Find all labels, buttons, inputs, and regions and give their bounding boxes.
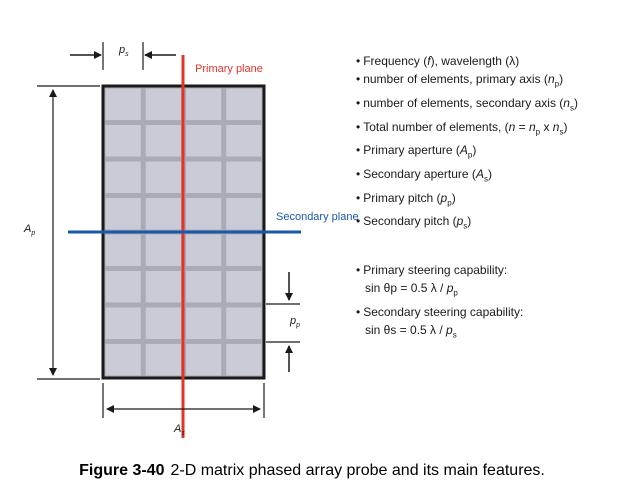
primary-plane-label: Primary plane [195, 63, 263, 75]
array-element [226, 125, 262, 157]
primary-pitch-marker [266, 272, 300, 372]
array-element [186, 125, 222, 157]
array-element [105, 125, 141, 157]
array-element [145, 344, 181, 376]
secondary-pitch-marker [70, 42, 176, 70]
feature-item: number of elements, secondary axis (ns) [356, 94, 578, 118]
feature-item: Primary pitch (pp) [356, 189, 578, 213]
array-element [145, 234, 181, 266]
array-element [105, 234, 141, 266]
secondary-plane-label: Secondary plane [276, 211, 359, 223]
array-element [145, 198, 181, 230]
array-element [105, 198, 141, 230]
secondary-aperture-marker [102, 383, 265, 418]
array-element [105, 344, 141, 376]
array-element [186, 88, 222, 120]
array-element [186, 161, 222, 193]
secondary-pitch-label: ps [118, 44, 129, 58]
feature-item: number of elements, primary axis (np) [356, 70, 578, 94]
figure-caption-text: 2-D matrix phased array probe and its ma… [170, 462, 545, 479]
array-element [145, 271, 181, 303]
array-element [186, 234, 222, 266]
array-element [105, 88, 141, 120]
primary-pitch-label: pp [289, 315, 300, 329]
feature-list: Frequency (f), wavelength (λ)number of e… [356, 52, 578, 236]
array-element [226, 344, 262, 376]
array-element [226, 234, 262, 266]
array-element [186, 198, 222, 230]
primary-aperture-marker [37, 85, 100, 380]
secondary-steering-formula: sin θs = 0.5 λ / ps [365, 323, 457, 340]
array-element [145, 307, 181, 339]
array-element [226, 161, 262, 193]
array-element [105, 307, 141, 339]
array-element [226, 88, 262, 120]
array-element [226, 307, 262, 339]
steering-list: Primary steering capability: sin θp = 0.… [356, 261, 523, 345]
array-element [186, 271, 222, 303]
feature-item: Secondary aperture (As) [356, 165, 578, 189]
feature-item: Total number of elements, (n = np x ns) [356, 118, 578, 142]
array-element [145, 125, 181, 157]
feature-item: Secondary pitch (ps) [356, 212, 578, 236]
feature-item: Primary aperture (Ap) [356, 141, 578, 165]
array-element [186, 344, 222, 376]
array-element [226, 198, 262, 230]
array-element [186, 307, 222, 339]
primary-aperture-label: Ap [23, 223, 35, 237]
array-element [105, 161, 141, 193]
array-element [145, 161, 181, 193]
probe-diagram: ps Ap As pp Primary plane Secondary plan… [23, 42, 359, 438]
primary-steering-title: Primary steering capability: [356, 261, 523, 279]
secondary-steering-title: Secondary steering capability: [356, 303, 523, 321]
feature-item: Frequency (f), wavelength (λ) [356, 52, 578, 70]
primary-steering-formula: sin θp = 0.5 λ / pp [365, 281, 458, 298]
secondary-aperture-label: As [173, 423, 185, 437]
figure-number: Figure 3-40 [79, 462, 165, 479]
array-element [105, 271, 141, 303]
array-element [145, 88, 181, 120]
array-element [226, 271, 262, 303]
figure-caption: Figure 3-40 2-D matrix phased array probe… [0, 462, 624, 480]
